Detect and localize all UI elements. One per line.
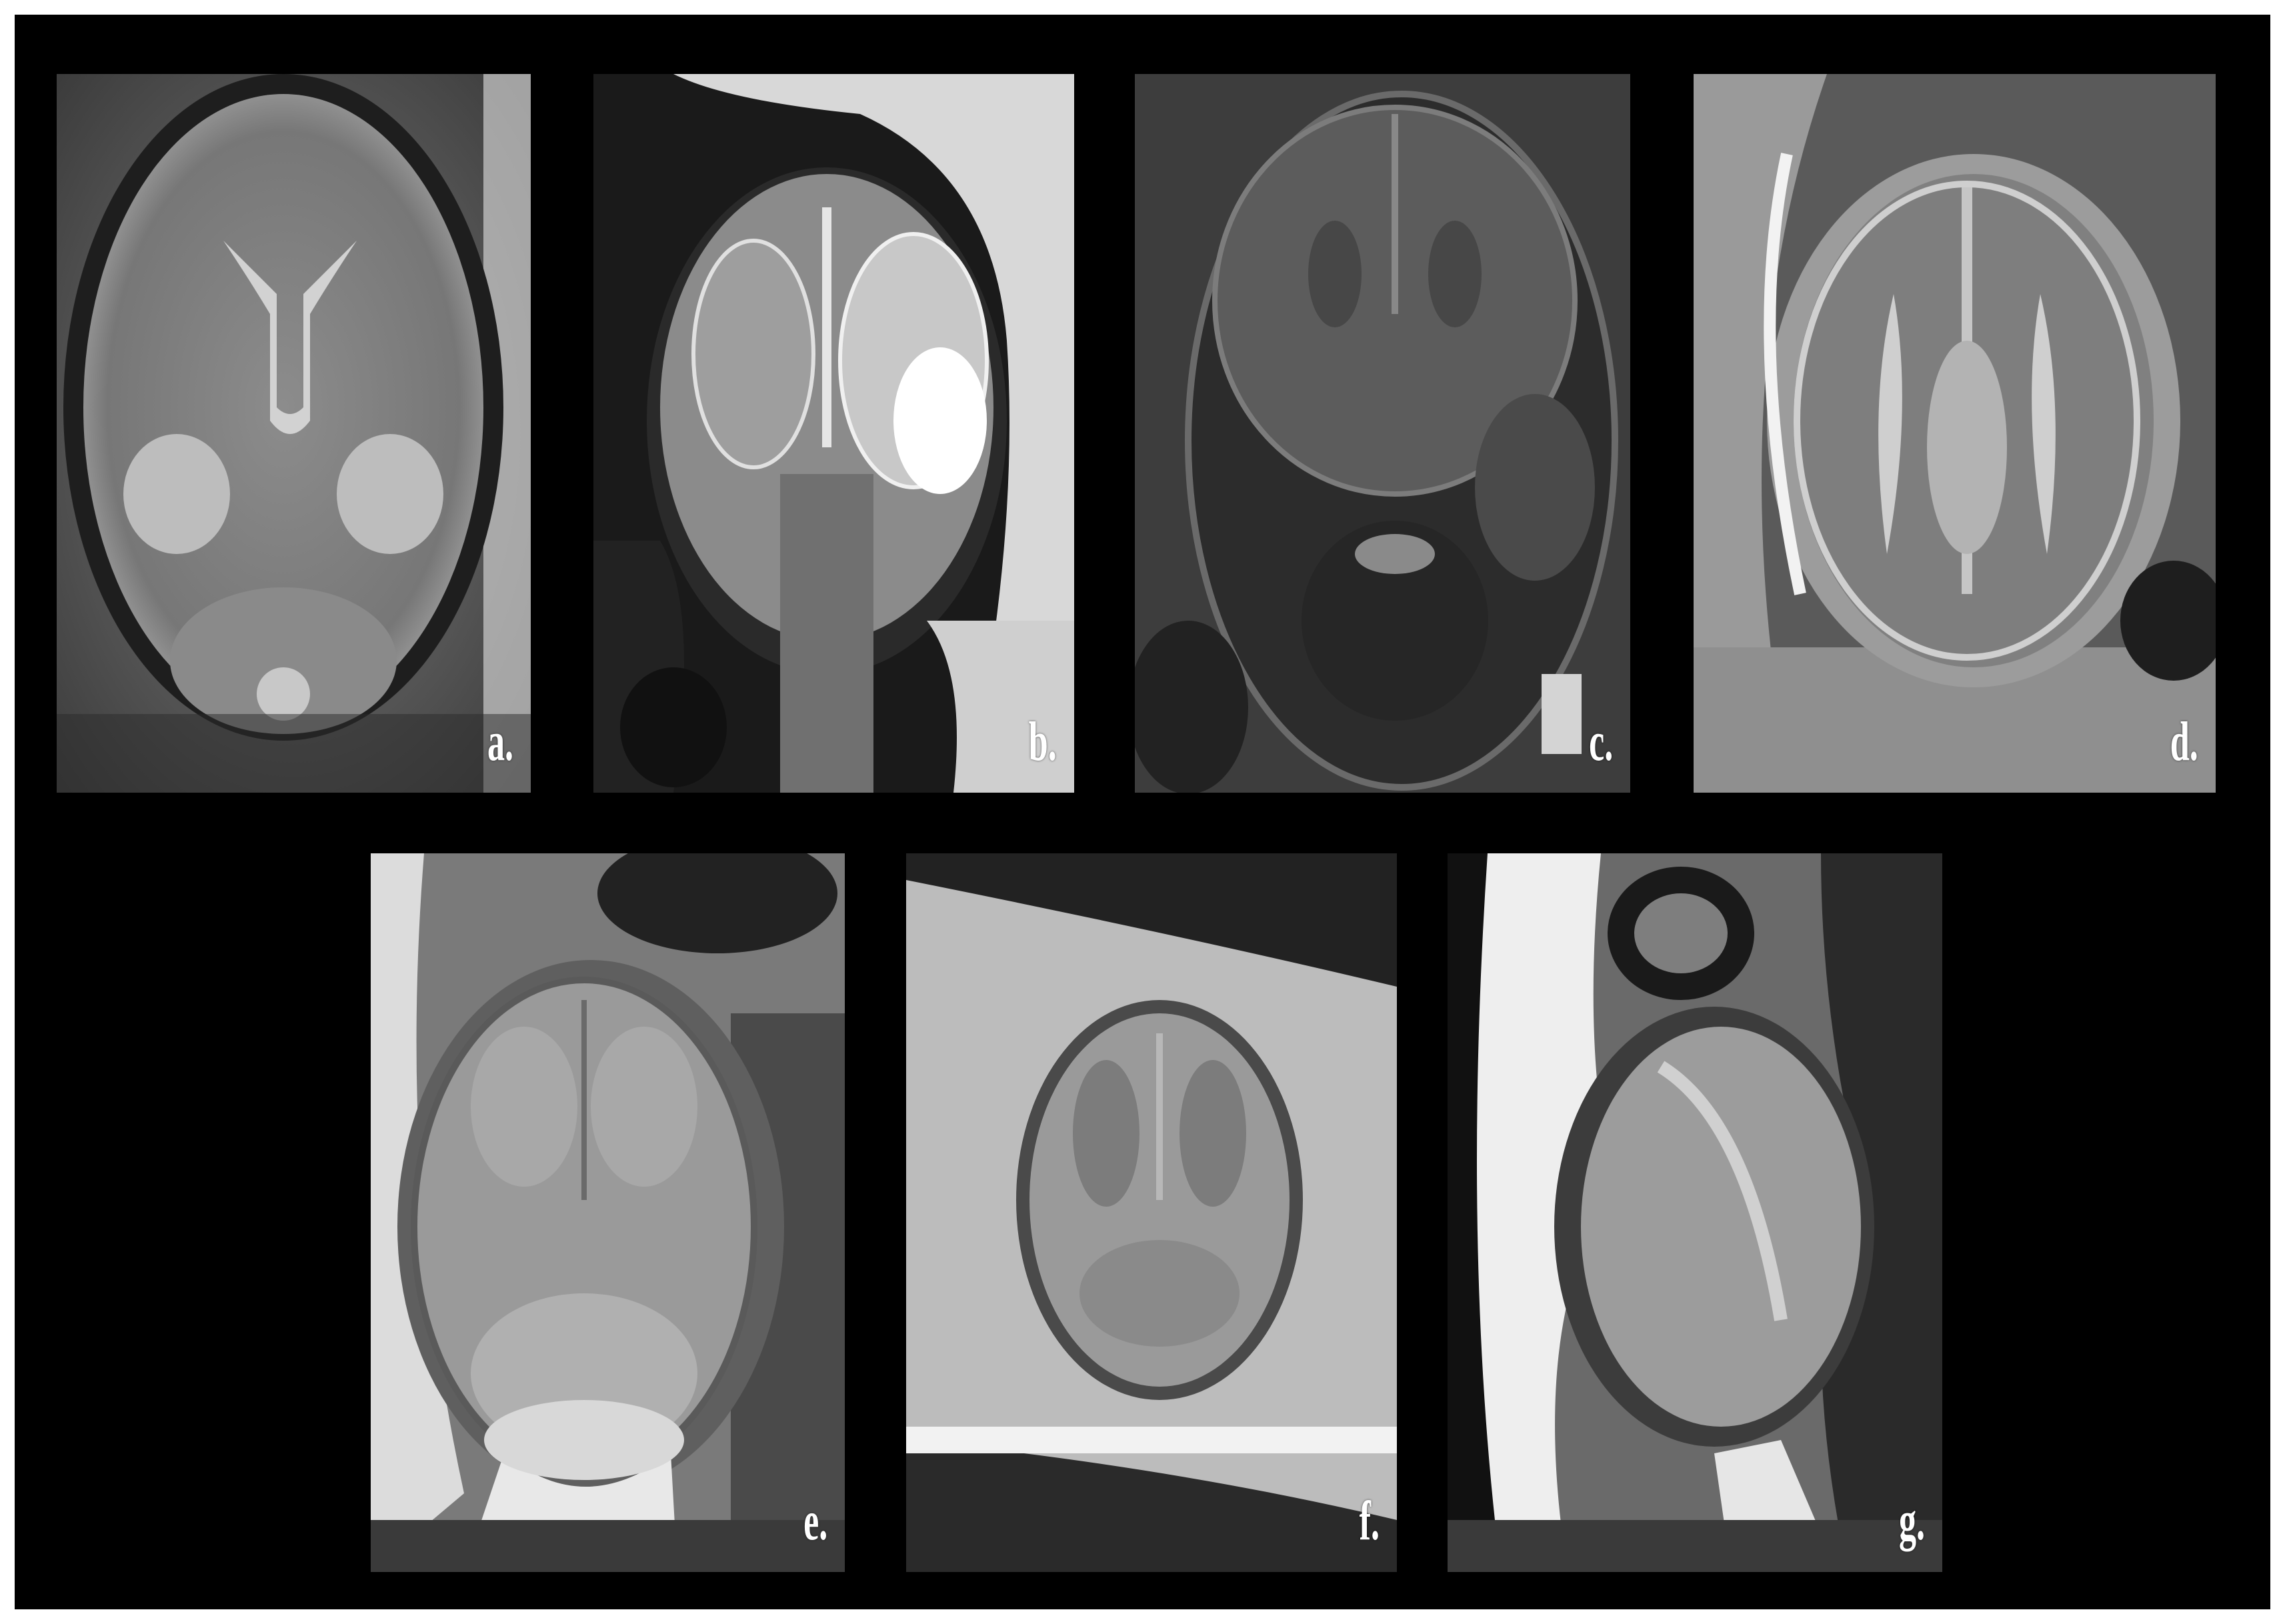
mri-image-c	[1135, 74, 1630, 793]
panel-label-d: d.	[2170, 711, 2198, 773]
mri-panel-f: f.	[906, 853, 1397, 1572]
mri-panel-d: d.	[1694, 74, 2216, 793]
mri-image-f	[906, 853, 1397, 1572]
mri-panel-a: a.	[57, 74, 531, 793]
panel-label-f: f.	[1359, 1490, 1380, 1552]
panel-label-g: g.	[1898, 1490, 1925, 1552]
mri-panel-c: c.	[1135, 74, 1630, 793]
mri-image-g	[1448, 853, 1942, 1572]
mri-panel-e: e.	[371, 853, 845, 1572]
mri-image-a	[57, 74, 531, 793]
panel-label-a: a.	[487, 711, 513, 773]
panel-label-c: c.	[1588, 711, 1613, 773]
mri-image-e	[371, 853, 845, 1572]
mri-panel-b: b.	[593, 74, 1074, 793]
mri-image-b	[593, 74, 1074, 793]
mri-image-d	[1694, 74, 2216, 793]
panel-label-b: b.	[1029, 711, 1057, 773]
panel-label-e: e.	[803, 1490, 827, 1552]
mri-panel-g: g.	[1448, 853, 1942, 1572]
